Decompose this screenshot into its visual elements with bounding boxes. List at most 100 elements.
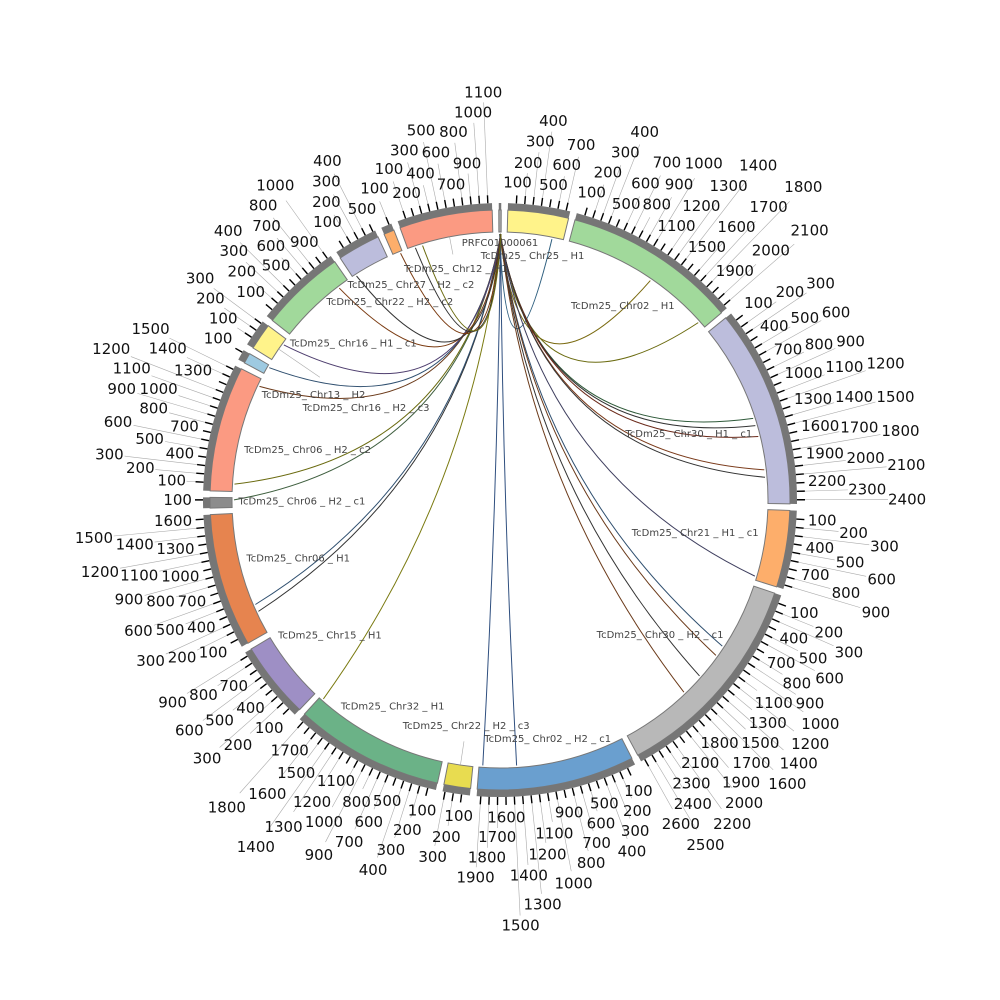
label-leader-line <box>722 707 746 730</box>
tick-label: 100 <box>808 512 837 530</box>
tick-mark <box>530 795 533 804</box>
tick-label: 1600 <box>248 785 286 803</box>
segment-arc <box>209 368 262 493</box>
label-leader-line <box>377 788 402 858</box>
label-leader-line <box>186 357 223 374</box>
label-leader-line <box>663 757 684 789</box>
tick-label: 600 <box>867 571 896 589</box>
tick-mark <box>196 472 205 475</box>
label-leader-line <box>410 793 418 818</box>
tick-label: 400 <box>236 699 265 717</box>
segment-scale-band <box>336 230 379 259</box>
label-leader-line <box>595 184 605 211</box>
tick-mark <box>667 247 673 256</box>
tick-label: 1200 <box>682 197 720 215</box>
label-leader-line <box>130 356 216 390</box>
label-leader-line <box>642 217 651 231</box>
tick-mark <box>563 789 567 798</box>
tick-mark <box>679 735 686 744</box>
tick-label: 200 <box>839 524 868 542</box>
tick-label: 900 <box>796 695 825 713</box>
link <box>499 233 766 478</box>
link <box>499 233 756 577</box>
segment-name: TcDm25_ Chr27 _ H2 _ c2 <box>347 280 475 291</box>
tick-mark <box>215 608 224 613</box>
label-leader-line <box>437 163 445 201</box>
link <box>422 233 502 332</box>
tick-mark <box>244 662 253 669</box>
tick-label: 1900 <box>722 773 760 791</box>
label-leader-line <box>772 637 799 652</box>
tick-label: 1300 <box>794 390 832 408</box>
segment <box>381 216 403 256</box>
label-leader-line <box>744 681 758 691</box>
tick-mark <box>303 727 310 735</box>
tick-label: 200 <box>594 163 623 181</box>
segment-name: TcDm25_ Chr02 _ H2 _ c1 <box>483 734 611 745</box>
tick-mark <box>524 196 527 205</box>
label-leader-line <box>567 156 579 203</box>
tick-label: 800 <box>249 196 278 214</box>
tick-label: 100 <box>444 807 473 825</box>
tick-label: 1800 <box>784 178 822 196</box>
tick-mark <box>727 689 735 696</box>
tick-mark <box>199 551 208 555</box>
label-leader-line <box>407 162 420 206</box>
segment <box>336 224 388 278</box>
tick-mark <box>608 215 613 224</box>
tick-label: 1900 <box>806 445 844 463</box>
tick-mark <box>360 764 366 773</box>
tick-label: 1500 <box>75 529 113 547</box>
tick-mark <box>240 655 248 661</box>
label-leader-line <box>307 744 318 759</box>
tick-label: 100 <box>236 283 265 301</box>
tick-label: 800 <box>342 793 371 811</box>
label-leader-line <box>749 674 804 713</box>
tick-mark <box>276 291 284 298</box>
tick-label: 1100 <box>755 694 793 712</box>
label-leader-line <box>622 778 632 799</box>
tick-mark <box>368 224 374 232</box>
tick-mark <box>645 234 652 242</box>
tick-mark <box>795 473 804 476</box>
tick-label: 100 <box>157 471 186 489</box>
label-leader-line <box>197 635 227 651</box>
tick-mark <box>600 212 605 221</box>
tick-label: 2600 <box>662 815 700 833</box>
tick-mark <box>595 780 600 789</box>
tick-mark <box>538 794 542 803</box>
label-leader-line <box>754 667 796 695</box>
segment-name: TcDm25_ Chr25 _ H1 <box>480 251 585 262</box>
tick-mark <box>368 767 374 776</box>
label-leader-line <box>802 536 870 546</box>
tick-mark <box>680 258 687 266</box>
tick-label: 600 <box>422 143 451 161</box>
segment-scale-band <box>381 223 394 235</box>
tick-label: 1000 <box>161 567 199 585</box>
tick-mark <box>230 638 239 644</box>
tick-mark <box>259 683 268 690</box>
tick-label: 300 <box>526 133 555 151</box>
segment-arc <box>476 738 633 791</box>
tick-mark <box>276 702 284 709</box>
links-layer <box>233 233 766 766</box>
tick-mark <box>674 252 680 261</box>
label-leader-line <box>333 194 355 233</box>
tick-label: 900 <box>107 380 136 398</box>
segment-name: TcDm25_ Chr21 _ H1 _ c1 <box>631 528 759 539</box>
tick-label: 600 <box>815 670 844 688</box>
label-leader-line <box>449 236 454 255</box>
tick-mark <box>452 198 456 207</box>
segment <box>707 313 806 505</box>
tick-label: 1500 <box>741 734 779 752</box>
tick-label: 1000 <box>454 104 492 122</box>
label-leader-line <box>169 412 206 423</box>
tick-mark <box>743 669 751 676</box>
tick-label: 500 <box>156 621 185 639</box>
segment-scale-band <box>397 203 493 228</box>
tick-mark <box>571 787 575 796</box>
tick-mark <box>338 751 344 760</box>
label-leader-line <box>670 752 682 769</box>
tick-label: 1100 <box>317 772 355 790</box>
segment-scale-band <box>476 758 636 797</box>
